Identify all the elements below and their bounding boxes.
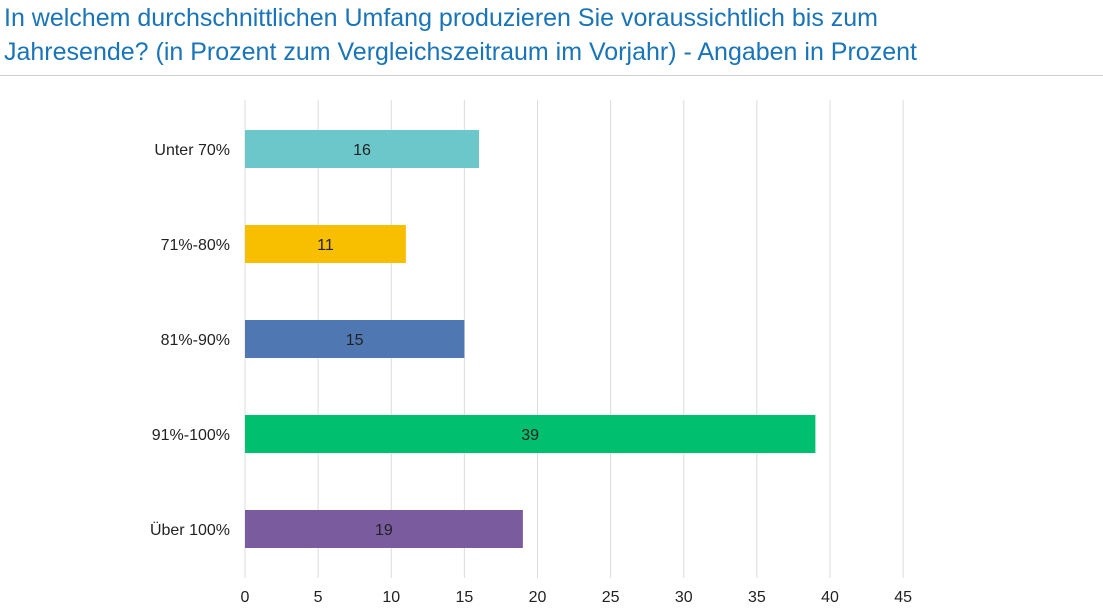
- category-label: Über 100%: [150, 521, 230, 539]
- data-label: 39: [521, 427, 539, 444]
- category-label: Unter 70%: [154, 142, 230, 159]
- bar-2: [245, 225, 406, 263]
- chart-title-line-1: In welchem durchschnittlichen Umfang pro…: [4, 4, 879, 32]
- x-axis-ticks: 0 5 10 15 20 25 30 35 40 45: [241, 589, 913, 606]
- data-label: 15: [346, 332, 364, 349]
- data-label: 16: [353, 142, 371, 159]
- x-tick-label: 10: [382, 589, 400, 606]
- x-tick-label: 30: [675, 589, 693, 606]
- x-tick-label: 0: [241, 589, 250, 606]
- title-divider: [0, 75, 1103, 76]
- data-label: 19: [375, 522, 393, 539]
- data-label: 11: [317, 237, 334, 254]
- bar-3: [245, 320, 465, 358]
- category-label: 71%-80%: [161, 237, 230, 254]
- category-labels: Unter 70% 71%-80% 81%-90% 91%-100% Über 100%: [150, 142, 230, 539]
- category-label: 91%-100%: [152, 427, 230, 444]
- bars: 16 11 15 39 19: [245, 130, 816, 548]
- x-tick-label: 20: [529, 589, 547, 606]
- bar-5: [245, 510, 523, 548]
- chart-title: In welchem durchschnittlichen Umfang pro…: [4, 1, 1099, 69]
- bar-1: [245, 130, 479, 168]
- x-tick-label: 35: [748, 589, 766, 606]
- x-tick-label: 15: [455, 589, 473, 606]
- chart-title-line-2: Jahresende? (in Prozent zum Vergleichsze…: [4, 38, 917, 66]
- x-tick-label: 45: [894, 589, 912, 606]
- x-tick-label: 5: [314, 589, 323, 606]
- bar-4: [245, 415, 816, 453]
- x-tick-label: 25: [602, 589, 620, 606]
- x-tick-label: 40: [821, 589, 839, 606]
- category-label: 81%-90%: [161, 332, 230, 349]
